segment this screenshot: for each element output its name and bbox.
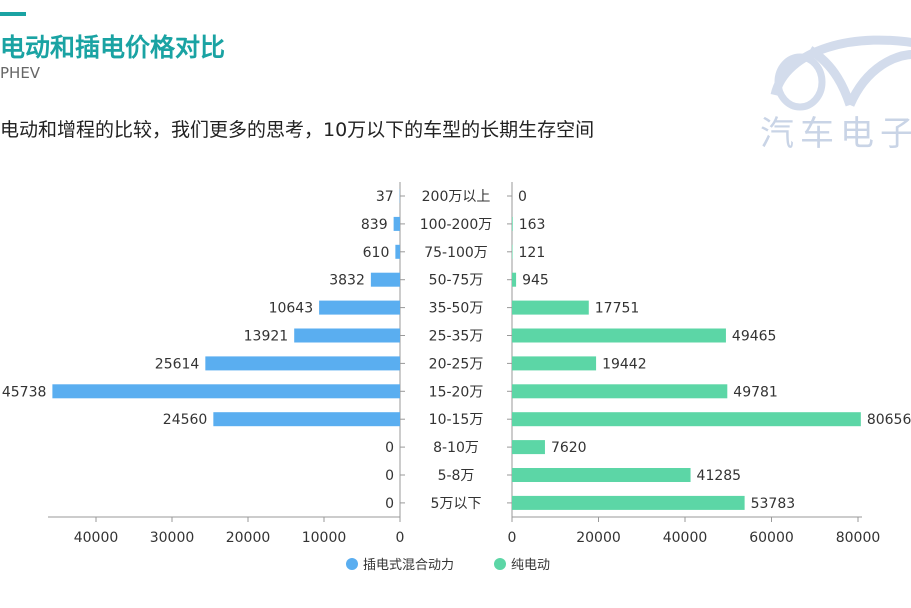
logo-watermark: 汽车电子 xyxy=(760,35,911,154)
bar-bev xyxy=(512,356,597,371)
page-description: 电动和增程的比较，我们更多的思考，10万以下的车型的长期生存空间 xyxy=(0,119,595,141)
left-x-tick-label: 40000 xyxy=(74,530,119,546)
bar-bev xyxy=(512,244,513,259)
bar-bev xyxy=(512,300,589,315)
bar-bev xyxy=(512,328,726,343)
category-label: 35-50万 xyxy=(429,301,484,317)
data-label-bev: 41285 xyxy=(697,468,742,484)
data-label-bev: 53783 xyxy=(751,496,796,512)
legend-label-phev: 插电式混合动力 xyxy=(363,558,454,573)
bar-bev xyxy=(512,412,861,427)
bar-phev xyxy=(393,216,400,231)
right-x-tick-label: 20000 xyxy=(576,530,621,546)
data-label-bev: 121 xyxy=(519,245,546,261)
left-x-tick-label: 20000 xyxy=(226,530,271,546)
category-label: 25-35万 xyxy=(429,329,484,345)
data-label-phev: 10643 xyxy=(269,301,314,317)
data-label-phev: 839 xyxy=(361,217,388,233)
data-label-bev: 163 xyxy=(519,217,546,233)
page-title: 电动和插电价格对比 xyxy=(0,33,226,62)
category-label: 10-15万 xyxy=(429,412,484,428)
bar-phev xyxy=(52,384,400,399)
category-label: 75-100万 xyxy=(424,245,488,261)
right-x-tick-label: 0 xyxy=(508,530,517,546)
bar-phev xyxy=(319,300,400,315)
bar-bev xyxy=(512,216,513,231)
data-label-bev: 19442 xyxy=(602,356,647,372)
bar-phev xyxy=(395,244,400,259)
legend-marker-phev xyxy=(346,558,358,570)
left-x-tick-label: 10000 xyxy=(302,530,347,546)
bar-bev xyxy=(512,272,517,287)
data-label-phev: 45738 xyxy=(2,384,47,400)
data-label-phev: 0 xyxy=(385,440,394,456)
data-label-phev: 37 xyxy=(376,189,394,205)
data-label-bev: 0 xyxy=(518,189,527,205)
data-label-phev: 0 xyxy=(385,468,394,484)
left-x-tick-label: 30000 xyxy=(150,530,195,546)
page-subtitle: PHEV xyxy=(0,64,41,82)
data-label-bev: 49465 xyxy=(732,329,777,345)
category-label: 15-20万 xyxy=(429,384,484,400)
legend-marker-bev xyxy=(494,558,506,570)
data-label-bev: 17751 xyxy=(595,301,640,317)
left-x-tick-label: 0 xyxy=(396,530,405,546)
legend-label-bev: 纯电动 xyxy=(511,558,550,573)
category-label: 5万以下 xyxy=(431,496,482,512)
bar-bev xyxy=(512,440,545,455)
bar-phev xyxy=(370,272,400,287)
right-x-tick-label: 60000 xyxy=(749,530,794,546)
data-label-bev: 945 xyxy=(522,273,549,289)
data-label-phev: 0 xyxy=(385,496,394,512)
data-label-phev: 25614 xyxy=(155,356,200,372)
category-label: 8-10万 xyxy=(433,440,479,456)
category-label: 50-75万 xyxy=(429,273,484,289)
bar-phev xyxy=(213,412,400,427)
data-label-bev: 49781 xyxy=(733,384,778,400)
bar-phev xyxy=(205,356,400,371)
data-label-phev: 610 xyxy=(363,245,390,261)
bar-bev xyxy=(512,495,745,510)
data-label-bev: 7620 xyxy=(551,440,587,456)
data-label-phev: 13921 xyxy=(244,329,289,345)
data-label-phev: 3832 xyxy=(329,273,365,289)
bar-bev xyxy=(512,468,691,482)
category-label: 5-8万 xyxy=(438,468,475,484)
data-label-phev: 24560 xyxy=(163,412,208,428)
category-label: 20-25万 xyxy=(429,356,484,372)
bar-bev xyxy=(512,384,728,399)
svg-text:汽车电子: 汽车电子 xyxy=(760,114,911,154)
right-x-tick-label: 40000 xyxy=(663,530,708,546)
right-x-tick-label: 80000 xyxy=(836,530,881,546)
data-label-bev: 80656 xyxy=(867,412,911,428)
title-accent-bar xyxy=(0,12,26,16)
category-label: 200万以上 xyxy=(422,189,491,205)
category-label: 100-200万 xyxy=(420,217,493,233)
bar-phev xyxy=(294,328,400,343)
